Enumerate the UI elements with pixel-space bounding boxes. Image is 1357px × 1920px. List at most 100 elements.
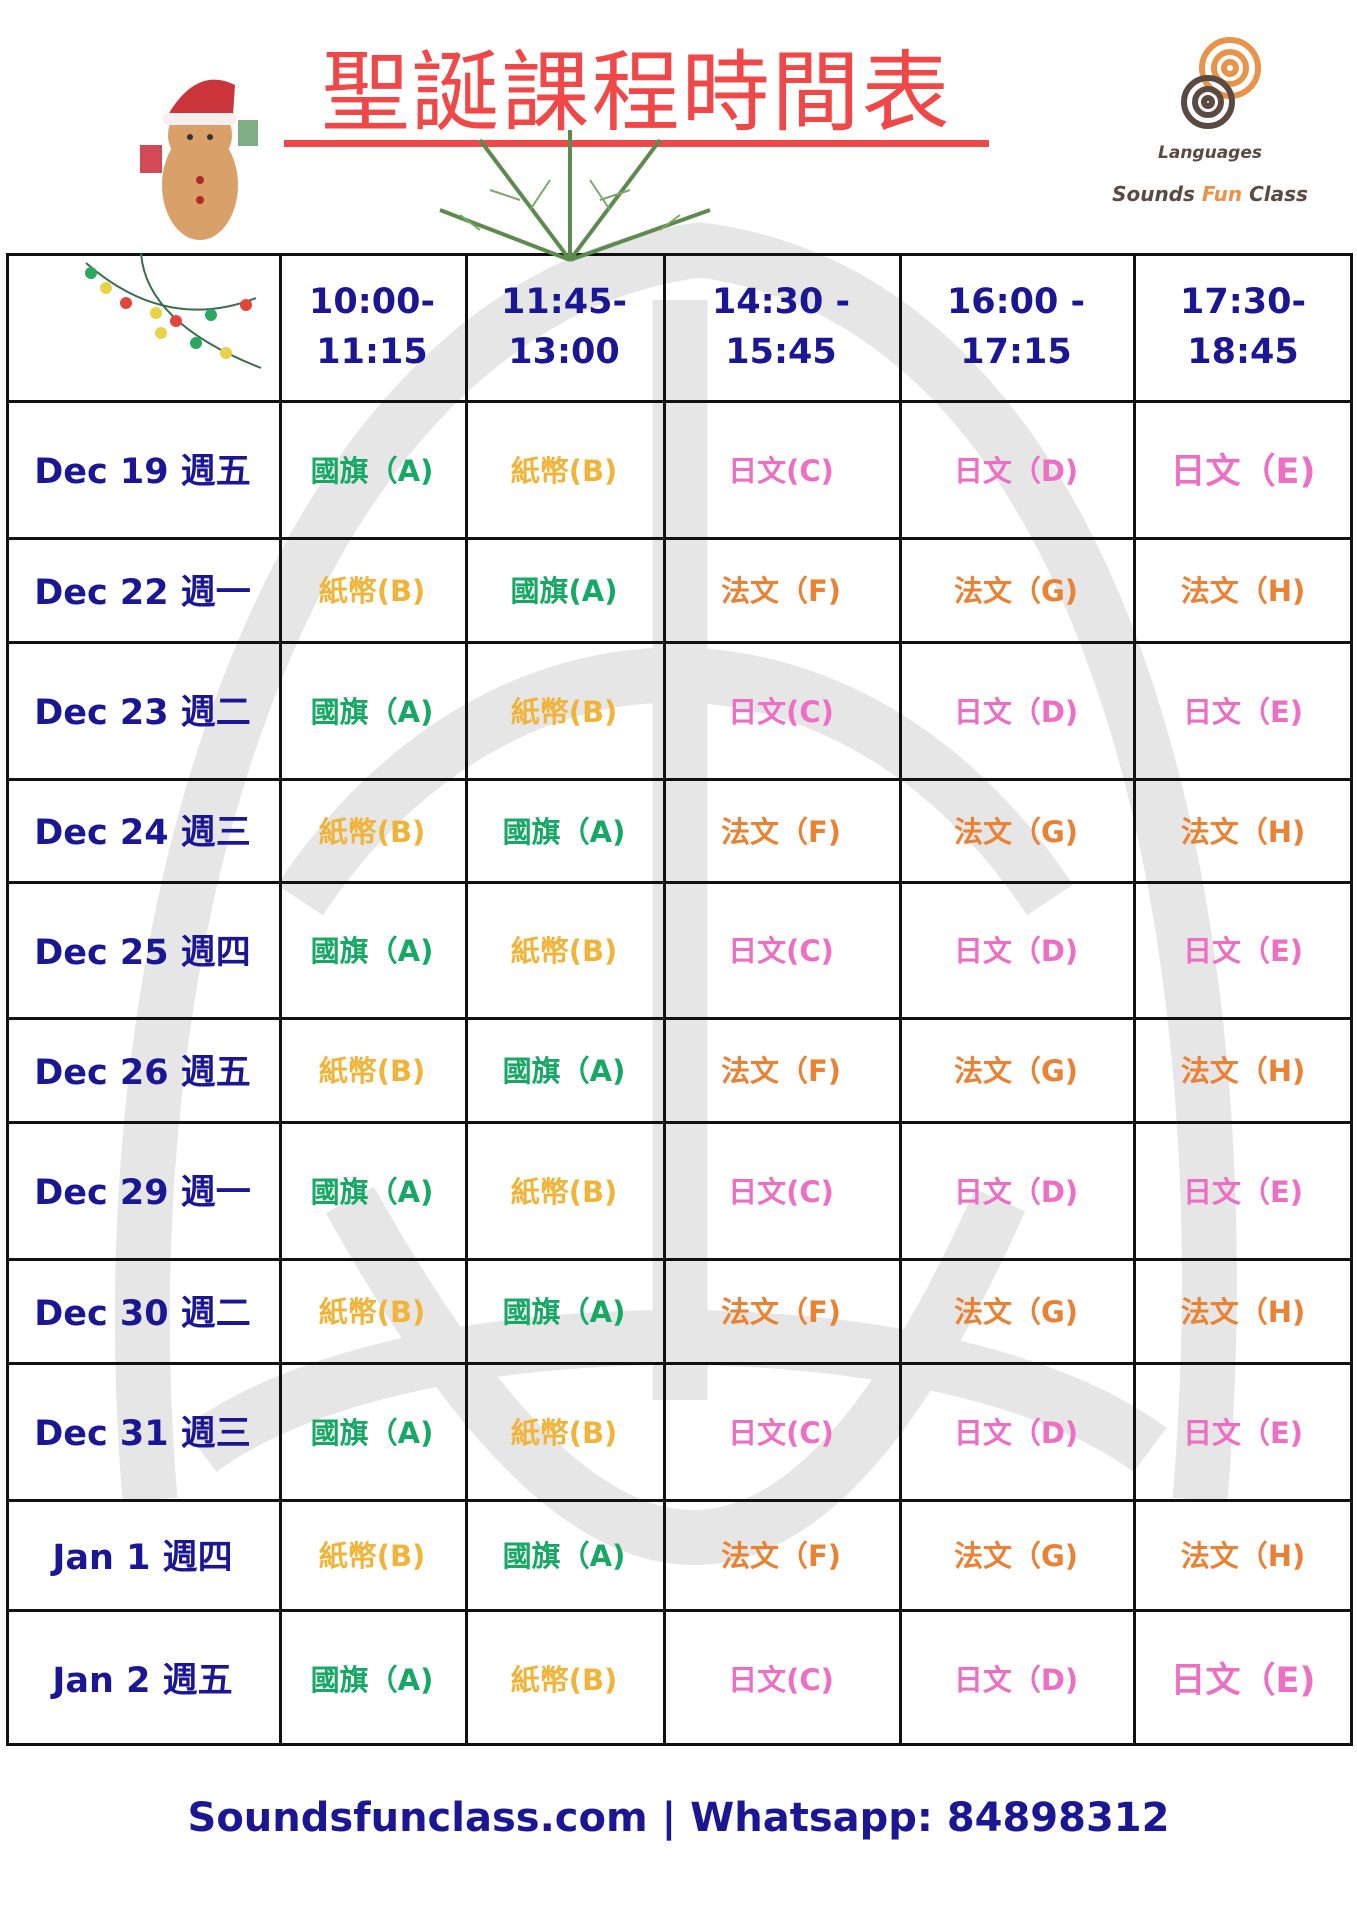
table-row-border — [6, 1017, 1353, 1020]
class-slot: 法文（F) — [720, 574, 842, 608]
date-label: Jan 1 週四 — [52, 1537, 233, 1578]
brand-fun: Fun — [1201, 182, 1243, 206]
pine-branch-icon — [439, 130, 711, 262]
class-slot: 紙幣(B) — [510, 1662, 618, 1697]
table-row-border — [6, 1258, 1353, 1261]
page-title: 聖誕課程時間表 — [321, 41, 952, 144]
class-slot: 日文(C) — [728, 934, 834, 968]
date-label: Dec 31 週三 — [34, 1414, 251, 1454]
table-row-border — [6, 778, 1353, 781]
class-slot: 紙幣(B) — [510, 1415, 618, 1450]
brand-suffix: Class — [1242, 182, 1308, 206]
date-label: Dec 25 週四 — [34, 932, 251, 973]
class-slot: 紙幣(B) — [318, 814, 426, 849]
table-row-border — [6, 1362, 1353, 1365]
class-slot: 法文（G) — [953, 1054, 1079, 1088]
date-label: Dec 29 週一 — [34, 1173, 251, 1213]
table-column-border — [6, 253, 9, 1746]
class-slot: 法文（H) — [1180, 574, 1306, 608]
class-slot: 法文（G) — [953, 1539, 1079, 1573]
class-slot: 日文(C) — [728, 1415, 834, 1450]
class-slot: 紙幣(B) — [318, 1054, 426, 1088]
footer-contact: Soundsfunclass.com | Whatsapp: 84898312 — [187, 1795, 1170, 1841]
class-slot: 日文（D) — [953, 694, 1079, 729]
class-slot: 日文（E) — [1170, 1661, 1316, 1701]
class-slot: 日文（E) — [1182, 934, 1304, 968]
logo-arc-text: Languages — [1158, 143, 1262, 163]
class-slot: 法文（F) — [720, 814, 842, 849]
table-column-border — [1133, 253, 1136, 1746]
table-row-border — [6, 1609, 1353, 1612]
class-slot: 國旗（A) — [310, 934, 434, 968]
date-label: Dec 24 週三 — [34, 813, 251, 853]
table-row-border — [6, 1743, 1353, 1746]
class-slot: 國旗(A) — [510, 574, 618, 608]
time-slot-header: 16:00 - 17:15 — [946, 281, 1086, 372]
class-slot: 法文（F) — [720, 1054, 842, 1088]
class-slot: 法文（H) — [1180, 1295, 1306, 1329]
schedule-table: 10:00- 11:15 11:45- 13:00 14:30 - 15:45 16:… — [6, 253, 1353, 1746]
class-slot: 國旗（A) — [310, 1415, 434, 1450]
logo-brand-text: Sounds Fun Class — [1105, 182, 1315, 206]
class-slot: 日文（D) — [953, 1415, 1079, 1450]
table-column-border — [1350, 253, 1353, 1746]
table-column-border — [663, 253, 666, 1746]
class-slot: 日文(C) — [728, 1174, 834, 1209]
table-column-border — [899, 253, 902, 1746]
brand-prefix: Sounds — [1112, 182, 1202, 206]
table-row-border — [6, 537, 1353, 540]
table-row-border — [6, 253, 1353, 256]
class-slot: 法文（H) — [1180, 1054, 1306, 1088]
title-underline — [284, 140, 989, 147]
date-label: Dec 22 週一 — [34, 572, 251, 613]
class-slot: 日文(C) — [728, 453, 834, 488]
class-slot: 日文（E) — [1182, 694, 1304, 729]
time-slot-header: 17:30- 18:45 — [1180, 281, 1306, 372]
class-slot: 日文（E) — [1170, 452, 1316, 492]
class-slot: 國旗（A) — [502, 1295, 626, 1329]
sounds-fun-class-logo: Languages — [1158, 37, 1262, 163]
class-slot: 國旗（A) — [310, 1174, 434, 1209]
class-slot: 紙幣(B) — [510, 934, 618, 968]
class-slot: 國旗（A) — [310, 694, 434, 729]
class-slot: 日文(C) — [728, 694, 834, 729]
date-label: Dec 26 週五 — [34, 1052, 251, 1093]
class-slot: 法文（G) — [953, 814, 1079, 849]
class-slot: 紙幣(B) — [318, 1295, 426, 1329]
class-slot: 紙幣(B) — [510, 1174, 618, 1209]
class-slot: 國旗（A) — [310, 453, 434, 488]
date-label: Dec 30 週二 — [34, 1293, 251, 1334]
class-slot: 國旗（A) — [502, 814, 626, 849]
class-slot: 紙幣(B) — [510, 453, 618, 488]
class-slot: 日文（D) — [953, 1174, 1079, 1209]
gingerbread-icon — [140, 79, 258, 240]
date-label: Dec 19 週五 — [34, 452, 251, 492]
class-slot: 日文（E) — [1182, 1174, 1304, 1209]
date-label: Dec 23 週二 — [34, 693, 251, 733]
class-slot: 國旗（A) — [502, 1054, 626, 1088]
table-row-border — [6, 1499, 1353, 1502]
class-slot: 日文（D) — [953, 934, 1079, 968]
time-slot-header: 10:00- 11:15 — [309, 281, 435, 372]
time-slot-header: 14:30 - 15:45 — [711, 281, 851, 372]
class-slot: 法文（G) — [953, 1295, 1079, 1329]
class-slot: 法文（G) — [953, 574, 1079, 608]
table-row-border — [6, 881, 1353, 884]
class-slot: 日文（E) — [1182, 1415, 1304, 1450]
class-slot: 紙幣(B) — [318, 574, 426, 608]
date-label: Jan 2 週五 — [52, 1661, 233, 1701]
table-column-border — [465, 253, 468, 1746]
table-row-border — [6, 400, 1353, 403]
class-slot: 紙幣(B) — [510, 694, 618, 729]
class-slot: 法文（F) — [720, 1295, 842, 1329]
table-row-border — [6, 641, 1353, 644]
class-slot: 日文（D) — [953, 1662, 1079, 1697]
class-slot: 紙幣(B) — [318, 1539, 426, 1573]
table-column-border — [279, 253, 282, 1746]
time-slot-header: 11:45- 13:00 — [501, 281, 627, 372]
class-slot: 國旗（A) — [310, 1662, 434, 1697]
class-slot: 日文（D) — [953, 453, 1079, 488]
class-slot: 日文(C) — [728, 1662, 834, 1697]
table-row-border — [6, 1121, 1353, 1124]
